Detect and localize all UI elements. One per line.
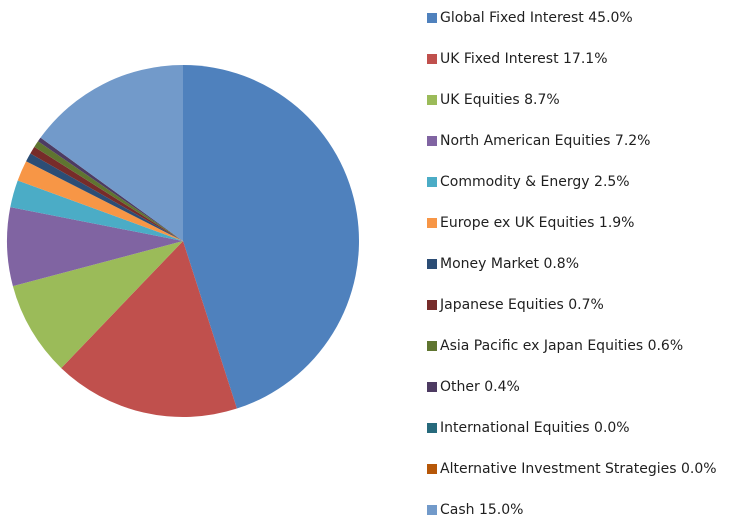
legend-name: Alternative Investment Strategies [440, 461, 677, 477]
legend-swatch [427, 464, 437, 474]
legend-swatch [427, 259, 437, 269]
legend-value: 0.8% [543, 256, 579, 272]
legend-value: 15.0% [479, 502, 523, 518]
legend-swatch [427, 136, 437, 146]
legend-label: UK Fixed Interest 17.1% [440, 51, 608, 67]
pie-slice [34, 141, 183, 241]
legend-label: Japanese Equities 0.7% [439, 297, 604, 313]
legend-swatch [427, 341, 437, 351]
legend-value: 1.9% [599, 215, 635, 231]
legend-name: UK Fixed Interest [440, 51, 559, 67]
pie-slice [40, 137, 184, 241]
legend-value: 45.0% [588, 10, 632, 26]
legend-label: International Equities 0.0% [440, 420, 630, 436]
legend-value: 0.0% [594, 420, 630, 436]
legend-label: Money Market 0.8% [440, 256, 579, 272]
legend-name: Commodity & Energy [440, 174, 590, 190]
legend-label: Other 0.4% [440, 379, 520, 395]
legend-label: Alternative Investment Strategies 0.0% [440, 461, 717, 477]
legend-value: 0.7% [568, 297, 604, 313]
legend-swatch [427, 95, 437, 105]
legend-swatch [427, 218, 437, 228]
legend-name: Asia Pacific ex Japan Equities [440, 338, 643, 354]
pie-slice [10, 180, 184, 241]
legend-name: International Equities [440, 420, 590, 436]
legend-name: Cash [440, 502, 475, 518]
pie-slice [17, 161, 183, 241]
legend-label: North American Equities 7.2% [440, 133, 651, 149]
legend-name: Other [440, 379, 480, 395]
legend-swatch [427, 13, 437, 23]
legend-value: 0.0% [681, 461, 717, 477]
legend-name: North American Equities [440, 133, 610, 149]
legend-name: Japanese Equities [439, 297, 564, 313]
legend-name: Money Market [440, 256, 540, 272]
pie-slice [26, 153, 183, 241]
legend-value: 0.6% [648, 338, 684, 354]
legend-label: Europe ex UK Equities 1.9% [440, 215, 634, 231]
pie-slice [30, 146, 184, 241]
pie-slice [61, 241, 237, 418]
legend-swatch [427, 300, 437, 310]
pie-slice [183, 65, 360, 409]
legend-value: 8.7% [524, 92, 560, 108]
legend-name: UK Equities [440, 92, 520, 108]
legend-swatch [427, 177, 437, 187]
legend-label: UK Equities 8.7% [440, 92, 560, 108]
pie-slice [37, 137, 184, 241]
legend-swatch [427, 505, 437, 515]
legend-label: Commodity & Energy 2.5% [440, 174, 630, 190]
legend-value: 0.4% [484, 379, 520, 395]
legend-swatch [427, 382, 437, 392]
legend-label: Asia Pacific ex Japan Equities 0.6% [440, 338, 683, 354]
pie-slice [40, 65, 184, 241]
pie-slice [12, 241, 183, 369]
legend-label: Cash 15.0% [440, 502, 523, 518]
legend-value: 17.1% [563, 51, 607, 67]
legend-name: Europe ex UK Equities [440, 215, 594, 231]
legend-swatch [427, 423, 437, 433]
legend-swatch [427, 54, 437, 64]
legend-value: 2.5% [594, 174, 630, 190]
legend-value: 7.2% [615, 133, 651, 149]
legend-label: Global Fixed Interest 45.0% [440, 10, 633, 26]
pie-slice [7, 207, 184, 287]
legend-name: Global Fixed Interest [440, 10, 584, 26]
